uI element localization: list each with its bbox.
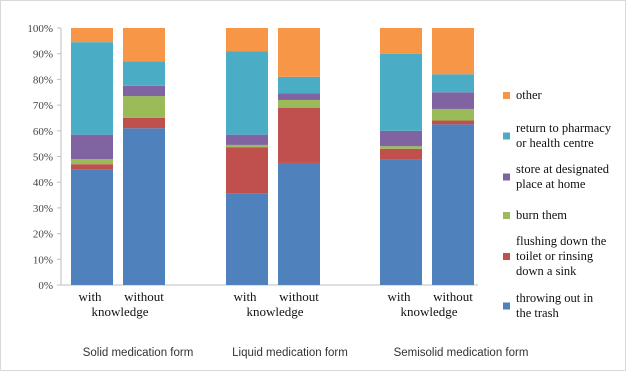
bar-label-with: with <box>233 289 257 304</box>
legend-swatch <box>503 92 510 99</box>
bar-label-knowledge: knowledge <box>400 304 457 319</box>
legend-label-line: or health centre <box>516 136 594 150</box>
y-tick-label: 60% <box>33 126 53 138</box>
bar-label-without: without <box>279 289 319 304</box>
y-tick-label: 90% <box>33 49 53 61</box>
bar-label-without: without <box>433 289 473 304</box>
y-tick-label: 100% <box>27 23 53 35</box>
legend-label: store at designated place at home <box>516 162 610 191</box>
bar-segment-3-bar-5 <box>380 146 422 149</box>
legend-swatch <box>503 173 510 181</box>
legend-label-line: place at home <box>516 177 586 191</box>
bar-segment-4-bar-6 <box>432 92 474 109</box>
bar-segment-1-bar-2 <box>123 128 165 285</box>
legend-label-line: down a sink <box>516 264 577 278</box>
bar-segment-5-bar-1 <box>71 42 113 135</box>
legend-label-line: other <box>516 88 543 102</box>
legend-label-line: burn them <box>516 208 567 222</box>
y-tick-label: 0% <box>38 280 53 292</box>
y-tick-label: 70% <box>33 100 53 112</box>
legend-label: throwing out in the trash <box>516 291 594 320</box>
y-tick-label: 20% <box>33 229 53 241</box>
bar-segment-3-bar-6 <box>432 108 474 121</box>
bar-label-with: with <box>387 289 411 304</box>
bar-segment-4-bar-2 <box>123 85 165 97</box>
legend-label-line: throwing out in <box>516 291 594 305</box>
bar-segment-3-bar-3 <box>226 144 268 148</box>
bar-segment-2-bar-5 <box>380 148 422 160</box>
legend: other return to pharmacy or health centre s… <box>503 88 612 320</box>
bar-segment-4-bar-3 <box>226 134 268 145</box>
bar-label-knowledge: knowledge <box>91 304 148 319</box>
bar-segment-6-bar-1 <box>71 28 113 43</box>
bar-segment-5-bar-5 <box>380 53 422 131</box>
legend-label: return to pharmacy or health centre <box>516 121 612 150</box>
bar-segment-6-bar-5 <box>380 28 422 54</box>
group-label: Liquid medication form <box>232 347 348 359</box>
bar-segment-3-bar-1 <box>71 159 113 165</box>
bar-segment-6-bar-6 <box>432 28 474 75</box>
legend-label-line: the trash <box>516 306 559 320</box>
y-tick-label: 10% <box>33 254 53 266</box>
group-labels: Solid medication form Liquid medication f… <box>83 347 529 359</box>
bar-segment-5-bar-2 <box>123 61 165 86</box>
bar-label-without: without <box>124 289 164 304</box>
y-tick-label: 50% <box>33 152 53 164</box>
bar-segment-2-bar-2 <box>123 117 165 129</box>
bar-segment-5-bar-3 <box>226 51 268 135</box>
legend-label-line: flushing down the <box>516 234 607 248</box>
bar-segment-2-bar-3 <box>226 147 268 194</box>
bar-segment-2-bar-1 <box>71 164 113 170</box>
bar-segment-3-bar-4 <box>278 99 320 108</box>
legend-swatch <box>503 253 510 260</box>
bar-segment-1-bar-3 <box>226 193 268 285</box>
legend-label: flushing down the toilet or rinsing down a… <box>516 234 607 278</box>
y-tick-label: 40% <box>33 177 53 189</box>
legend-label-line: toilet or rinsing <box>516 249 594 263</box>
bar-segment-3-bar-2 <box>123 96 165 118</box>
bar-segment-2-bar-6 <box>432 120 474 125</box>
bar-segment-6-bar-2 <box>123 28 165 62</box>
bar-segment-2-bar-4 <box>278 107 320 163</box>
group-label: Solid medication form <box>83 347 194 359</box>
bar-segment-1-bar-5 <box>380 159 422 285</box>
bar-segment-5-bar-4 <box>278 76 320 94</box>
bar-label-with: with <box>78 289 102 304</box>
bar-segment-4-bar-5 <box>380 130 422 147</box>
y-tick-label: 30% <box>33 203 53 215</box>
legend-label-line: return to pharmacy <box>516 121 612 135</box>
bars <box>71 28 474 285</box>
bar-segment-1-bar-6 <box>432 124 474 285</box>
legend-label: burn them <box>516 208 567 222</box>
bar-label-knowledge: knowledge <box>246 304 303 319</box>
group-label: Semisolid medication form <box>394 347 529 359</box>
bar-segment-1-bar-1 <box>71 169 113 285</box>
legend-label: other <box>516 88 543 102</box>
bar-segment-6-bar-3 <box>226 28 268 52</box>
legend-swatch <box>503 302 510 310</box>
y-tick-label: 80% <box>33 74 53 86</box>
bar-segment-4-bar-4 <box>278 93 320 100</box>
bar-segment-6-bar-4 <box>278 28 320 77</box>
bar-segment-5-bar-6 <box>432 74 474 93</box>
legend-swatch <box>503 212 510 219</box>
bar-segment-4-bar-1 <box>71 134 113 160</box>
bar-segment-1-bar-4 <box>278 162 320 285</box>
legend-swatch <box>503 132 510 140</box>
legend-label-line: store at designated <box>516 162 610 176</box>
